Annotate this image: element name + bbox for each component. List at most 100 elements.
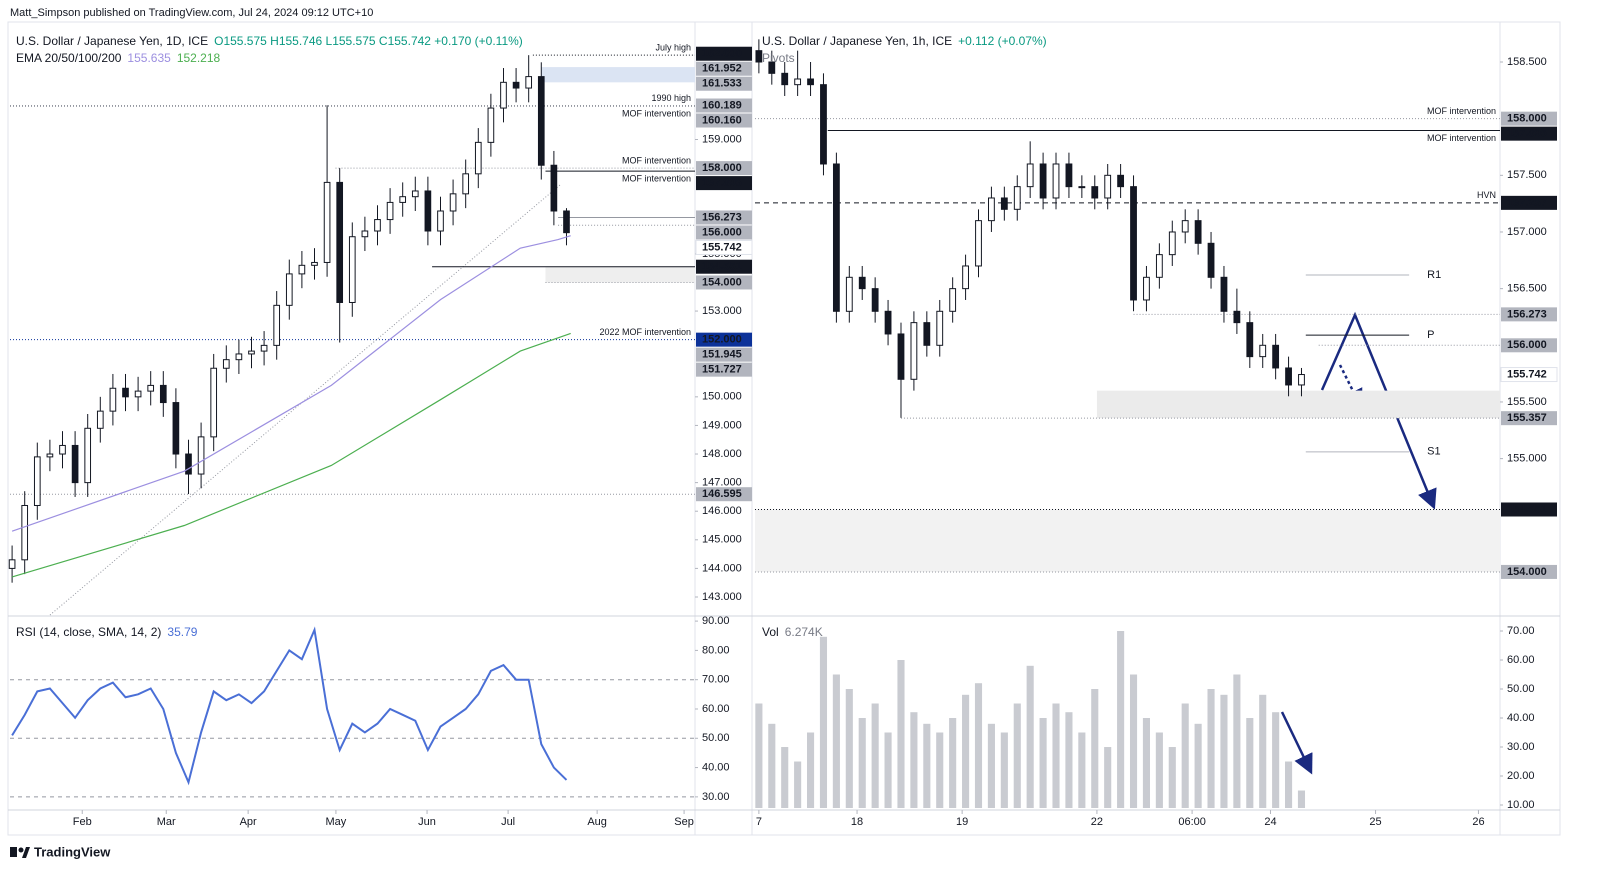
price-label: 157.257 [1507, 197, 1547, 209]
candle-body [1272, 344, 1280, 369]
candle-body [222, 359, 230, 369]
candle-body [197, 436, 205, 475]
level-label: MOF intervention [1427, 106, 1496, 116]
x-tick-label: 25 [1369, 816, 1381, 828]
level-label: July high [655, 42, 691, 52]
price-label-box [696, 98, 752, 113]
legend-values: 35.79 [167, 625, 198, 639]
x-tick-label: Aug [587, 816, 607, 828]
volume-bar [1168, 747, 1176, 808]
price-label: 160.189 [702, 99, 742, 111]
legend: EMA 20/50/100/200 155.635 152.218 [16, 51, 226, 65]
candle-body [563, 210, 570, 234]
price-label-box [696, 362, 752, 377]
x-tick-label: 18 [851, 816, 863, 828]
price-label-box [696, 46, 752, 61]
candle-body [910, 322, 918, 380]
indicator-name: Pivots [762, 51, 795, 65]
candle-body [96, 410, 104, 429]
candle-body [298, 264, 306, 275]
volume-bar [974, 683, 983, 808]
candle-body [832, 163, 840, 312]
volume-bar [871, 703, 879, 808]
volume-bar [1117, 631, 1125, 808]
volume-bar [819, 636, 828, 808]
legend: U.S. Dollar / Japanese Yen, 1h, ICE +0.11… [762, 34, 1053, 48]
candle-body [820, 84, 827, 165]
legend: Vol 6.274K [762, 625, 829, 639]
y-tick-label: 155.000 [1507, 453, 1547, 465]
candle-body [1117, 174, 1125, 188]
price-label: 161.952 [702, 63, 742, 75]
price-label-box [696, 347, 752, 362]
candle-body [122, 387, 129, 398]
volume-bar [1129, 674, 1138, 808]
candle-body [185, 453, 192, 475]
volume-bar [962, 694, 970, 808]
candle-body [1039, 163, 1047, 199]
volume-bar [897, 660, 905, 808]
volume-bar [936, 732, 944, 808]
y-tick-label: 157.000 [1507, 226, 1547, 238]
volume-arrow [1280, 711, 1313, 775]
y-tick-label: 20.00 [1507, 770, 1535, 782]
legend-title: U.S. Dollar / Japanese Yen, 1h, ICE [762, 34, 953, 48]
legend-title: RSI (14, close, SMA, 14, 2) [16, 625, 162, 639]
candle-body [449, 193, 457, 212]
candle-body [962, 265, 969, 290]
price-label: 156.000 [1507, 339, 1547, 351]
price-label-box [695, 239, 753, 255]
candle-body [248, 350, 255, 355]
y-tick-label: 149.000 [702, 419, 742, 431]
price-label-box [696, 161, 752, 176]
y-tick-label: 60.00 [1507, 654, 1535, 666]
x-tick-label: 19 [956, 816, 968, 828]
volume-bar [768, 723, 776, 808]
price-label-box [696, 332, 752, 347]
x-tick-label: Jul [501, 816, 515, 828]
price-label: 152.000 [702, 334, 742, 346]
y-tick-label: 90.00 [702, 615, 730, 627]
zone [755, 509, 1500, 572]
candle-body [500, 81, 507, 109]
price-label: 162.000 [702, 48, 742, 60]
candle-body [858, 276, 866, 290]
x-tick-label: May [326, 816, 347, 828]
candle-body [1298, 374, 1305, 386]
y-tick-label: 150.000 [702, 391, 742, 403]
y-tick-label: 50.00 [1507, 683, 1535, 695]
candle-body [260, 344, 268, 352]
y-tick-label: 70.00 [702, 674, 730, 686]
pivot-label: P [1427, 329, 1434, 341]
volume-bar [832, 674, 840, 808]
price-label: 154.551 [702, 261, 742, 273]
x-tick-label: 26 [1472, 816, 1484, 828]
y-tick-label: 30.00 [702, 791, 730, 803]
volume-bar [1285, 761, 1293, 808]
volume-bar [1194, 723, 1202, 808]
ema-line [11, 332, 571, 578]
candle-body [159, 384, 167, 404]
price-label: 158.000 [1507, 113, 1547, 125]
price-label-box [1501, 502, 1557, 517]
candle-body [33, 456, 41, 506]
candle-body [1233, 310, 1241, 324]
price-label: 155.742 [702, 241, 742, 253]
price-label-box [696, 275, 752, 290]
volume-bar [949, 718, 957, 808]
level-label: 1990 high [651, 93, 691, 103]
volume-bar [755, 703, 763, 808]
candle-body [755, 50, 763, 63]
x-tick-label: Apr [240, 816, 257, 828]
volume-bar [910, 712, 918, 808]
volume-bar [1065, 712, 1073, 808]
volume-bar [1181, 703, 1189, 808]
candle-body [172, 402, 180, 455]
level-label: MOF intervention [1427, 133, 1496, 143]
candle-body [845, 276, 853, 312]
price-label-box [1501, 338, 1557, 353]
y-tick-label: 145.000 [702, 534, 742, 546]
volume-bar [1155, 732, 1163, 808]
y-tick-label: 148.000 [702, 448, 742, 460]
